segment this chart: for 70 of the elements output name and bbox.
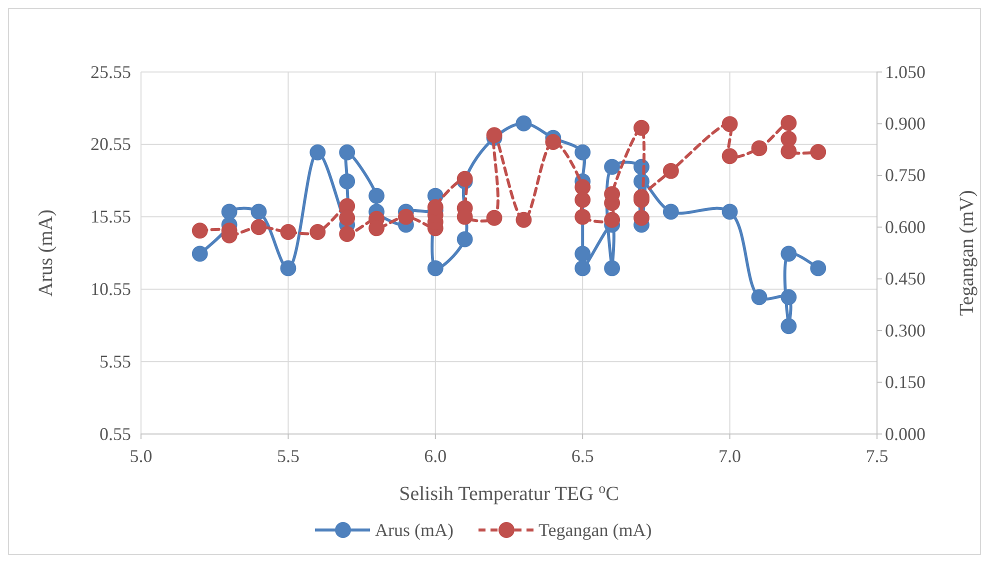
y2-tick-label: 0.450 xyxy=(885,268,926,289)
point xyxy=(751,140,768,156)
point xyxy=(545,134,562,150)
y2-tick-label: 0.900 xyxy=(885,113,926,134)
point xyxy=(339,173,356,190)
point xyxy=(574,144,591,160)
x-axis-title: Selisih Temperatur TEG $^{o}$C xyxy=(399,482,619,505)
point xyxy=(192,222,208,239)
point xyxy=(604,158,620,175)
y2-tick-label: 0.750 xyxy=(885,165,926,186)
point xyxy=(250,204,267,220)
point xyxy=(574,260,591,276)
y-tick-label: 15.55 xyxy=(90,206,131,227)
y-tick-label: 5.55 xyxy=(100,351,131,372)
x-tick-label: 6.5 xyxy=(571,446,594,466)
point xyxy=(662,204,679,220)
point xyxy=(722,148,738,164)
point xyxy=(662,162,679,179)
point xyxy=(780,246,797,262)
y-tick-label: 0.55 xyxy=(100,424,131,444)
point xyxy=(722,116,738,132)
x-tick-label: 5.5 xyxy=(276,446,300,466)
point xyxy=(780,289,797,306)
x-tick-label: 5.0 xyxy=(130,446,152,466)
point xyxy=(780,115,797,131)
point xyxy=(634,120,650,136)
y-tick-label: 10.55 xyxy=(90,278,131,299)
point xyxy=(604,260,620,276)
point xyxy=(427,260,444,276)
point xyxy=(280,260,296,276)
legend-label: Arus (mA) xyxy=(375,520,454,540)
point xyxy=(339,226,356,242)
point xyxy=(574,192,591,208)
y2-tick-label: 0.300 xyxy=(885,320,926,340)
y2-axis-title: Tegangan (mV) xyxy=(956,190,978,316)
point xyxy=(456,231,473,248)
point xyxy=(722,204,738,220)
y2-tick-label: 0.600 xyxy=(885,216,926,237)
point xyxy=(604,212,620,228)
x-tick-label: 7.0 xyxy=(718,446,742,466)
point xyxy=(751,289,768,306)
point xyxy=(221,204,238,220)
y2-tick-label: 1.050 xyxy=(885,62,926,82)
y-tick-label: 20.55 xyxy=(90,134,131,154)
point xyxy=(368,188,384,204)
point xyxy=(810,260,826,276)
point xyxy=(398,208,414,225)
point xyxy=(810,144,826,160)
y2-tick-label: 0.000 xyxy=(885,424,926,444)
point xyxy=(780,143,797,160)
point xyxy=(310,224,326,240)
legend-label: Tegangan (mA) xyxy=(538,520,652,540)
point xyxy=(516,115,532,132)
point xyxy=(634,210,650,226)
point xyxy=(250,219,267,236)
point xyxy=(280,224,296,240)
point xyxy=(780,318,797,334)
point xyxy=(516,212,532,228)
y2-tick-label: 0.150 xyxy=(885,372,926,392)
y-axis-title: Arus (mA) xyxy=(35,209,57,297)
point xyxy=(310,144,326,160)
point xyxy=(486,210,502,226)
x-tick-label: 6.0 xyxy=(424,446,447,466)
point xyxy=(192,246,208,262)
point xyxy=(574,208,591,225)
point xyxy=(574,179,591,196)
point xyxy=(574,246,591,262)
x-tick-label: 7.5 xyxy=(866,446,888,466)
point xyxy=(339,144,356,160)
y-tick-label: 25.55 xyxy=(90,62,131,82)
